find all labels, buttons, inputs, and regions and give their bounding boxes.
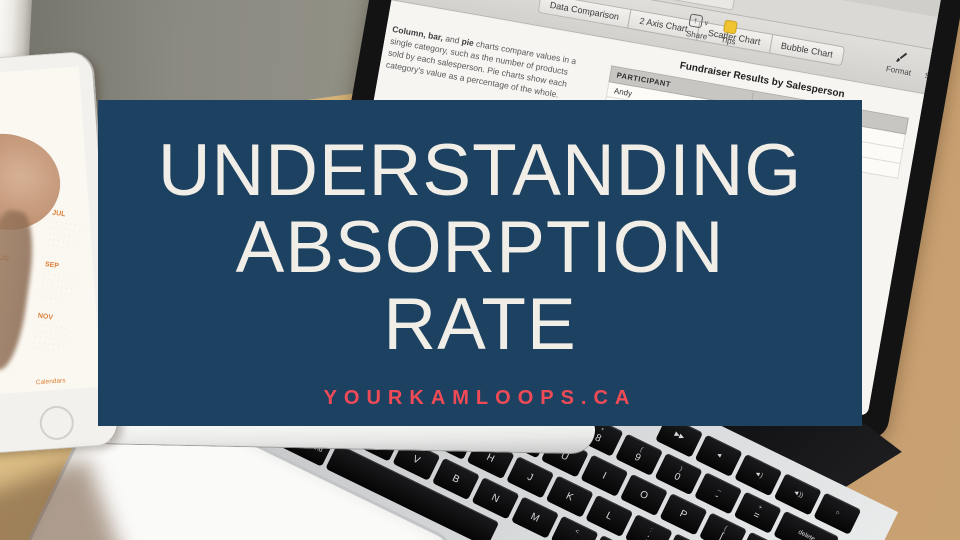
calendar-day-grid: ································· <box>32 321 71 354</box>
calendar-month: SEP ······· ······· ······· ······· ····· <box>40 261 89 306</box>
share-label: Share <box>685 28 708 42</box>
sort-icon <box>927 54 942 71</box>
website-text: YOURKAMLOOPS.CA <box>323 387 637 409</box>
description-text-part: charts compare values in a single catego… <box>385 35 578 100</box>
chevron-down-icon: ∨ <box>703 19 710 28</box>
format-sort-group: Format Sort <box>885 47 943 82</box>
chart-type-button: Data Comparison <box>537 0 631 29</box>
title-line-3: RATE <box>383 284 577 365</box>
chart-type-button: Bubble Chart <box>768 33 846 67</box>
laptop-screen-content: Data Comparison 2 Axis Chart Scatter Chart… <box>334 0 955 417</box>
calendar-month: JUL ······· ······· ······· ······· ····· <box>47 210 96 255</box>
share-tips-group: ↑ ∨ Share Tips <box>685 12 739 47</box>
share-button: ↑ ∨ Share <box>685 12 711 42</box>
share-icon: ↑ <box>688 13 704 29</box>
format-label: Format <box>885 64 912 78</box>
paintbrush-icon <box>893 49 908 66</box>
title-line-1: UNDERSTANDING <box>157 130 803 211</box>
sort-button: Sort <box>924 54 943 82</box>
laptop-screen: Data Comparison 2 Axis Chart Scatter Chart… <box>309 0 960 442</box>
calendar-footer: Calendars <box>35 377 66 387</box>
sort-label: Sort <box>923 71 940 83</box>
chart-description-text: Column, bar, and pie charts compare valu… <box>385 24 588 105</box>
calendar-day-grid: ································· <box>40 269 78 303</box>
title-line-2: ABSORPTION <box>235 207 725 288</box>
description-text-part: and <box>442 32 463 46</box>
calendar-day-grid: ································· <box>47 218 85 251</box>
chart-toolbar: Data Comparison 2 Axis Chart Scatter Chart… <box>391 0 940 95</box>
title-overlay: UNDERSTANDING ABSORPTION RATE YOURKAMLOO… <box>98 100 862 426</box>
calendar-month: NOV ······· ······· ······· ······· ····· <box>33 313 82 358</box>
tips-icon <box>723 19 739 35</box>
home-button <box>38 404 75 442</box>
format-button: Format <box>885 47 914 77</box>
